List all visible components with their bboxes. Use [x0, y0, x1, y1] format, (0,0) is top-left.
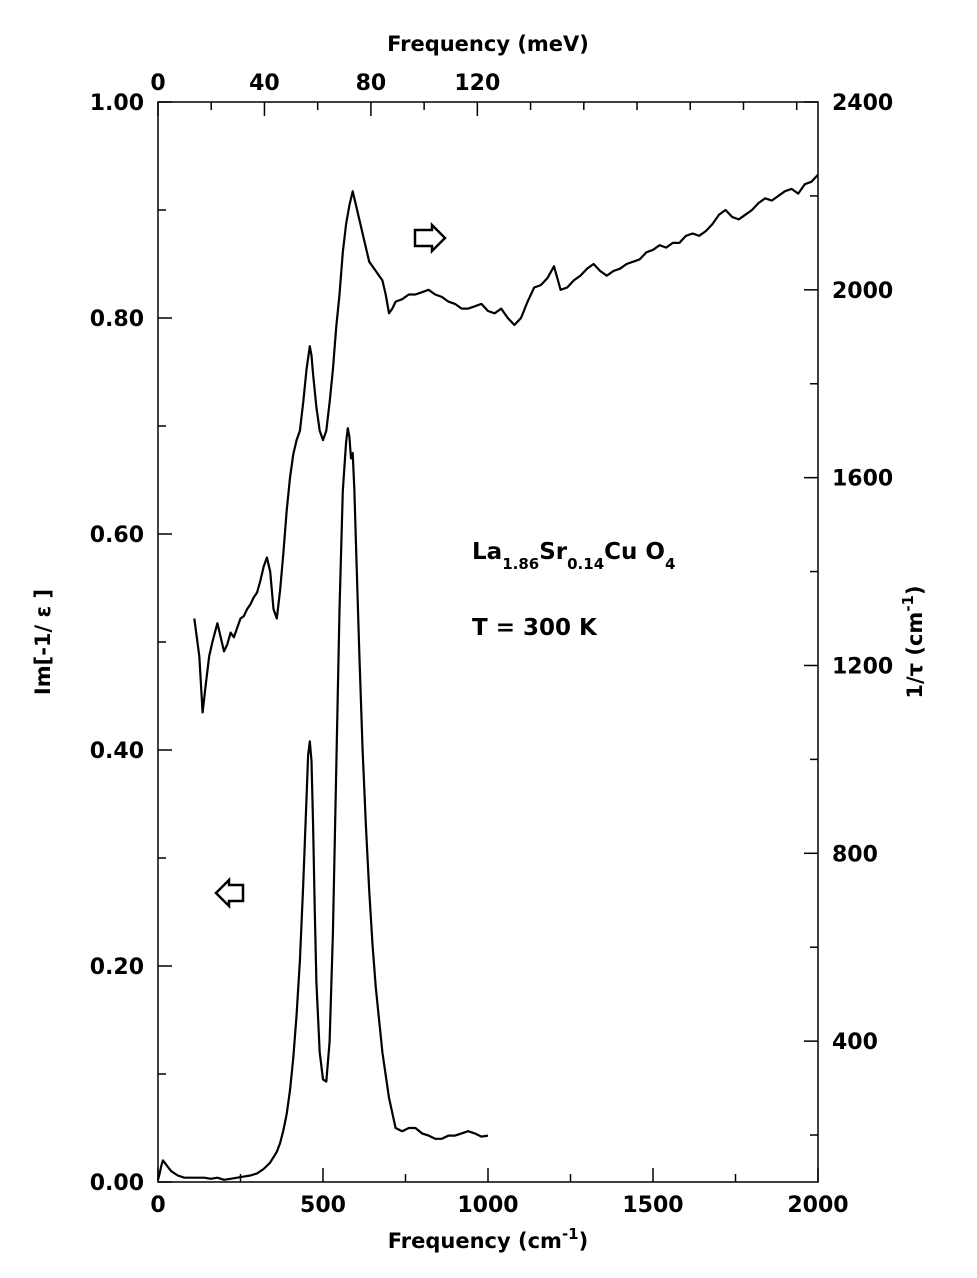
arrow-right-icon [413, 221, 447, 255]
left-tick-label: 0.80 [90, 307, 144, 332]
formula-subscript: 4 [665, 555, 675, 573]
formula-element: Cu O [604, 539, 665, 565]
loss-function-line [156, 427, 489, 1181]
bottom-tick-label: 1500 [622, 1193, 683, 1218]
left-axis-title: Im[-1/ ε ] [31, 589, 55, 695]
bottom-axis-title-main: Frequency (cm [388, 1229, 562, 1253]
left-tick-label: 1.00 [90, 91, 144, 116]
right-tick-label: 800 [832, 842, 878, 867]
left-tick-label: 0.40 [90, 739, 144, 764]
formula-element: Sr [539, 539, 568, 565]
scattering-rate-line [193, 174, 819, 714]
right-axis-title: 1/τ (cm-1) [899, 585, 927, 698]
left-tick-label: 0.60 [90, 523, 144, 548]
right-axis-title-main: 1/τ (cm [903, 612, 927, 699]
top-tick-label: 40 [249, 71, 280, 96]
bottom-tick-label: 500 [300, 1193, 346, 1218]
right-tick-label: 2000 [832, 279, 893, 304]
right-axis-title-close: ) [903, 585, 927, 595]
tick-marks [157, 101, 819, 1183]
compound-formula-label: La1.86Sr0.14Cu O4 [472, 539, 675, 573]
right-axis-title-sup: -1 [899, 595, 917, 612]
right-tick-label: 1200 [832, 654, 893, 679]
arrow-left-icon [214, 876, 245, 910]
formula-subscript: 1.86 [502, 555, 539, 573]
bottom-axis-title-close: ) [579, 1229, 589, 1253]
plot-frame [157, 101, 819, 1183]
bottom-axis-title-sup: -1 [562, 1225, 579, 1243]
tick-labels: 0 500 1000 1500 2000 0 40 80 120 0.00 0.20 0.40 0.60… [90, 71, 894, 1218]
bottom-tick-label: 1000 [457, 1193, 518, 1218]
bottom-axis-title: Frequency (cm-1) [388, 1225, 588, 1253]
bottom-tick-label: 2000 [787, 1193, 848, 1218]
right-tick-label: 1600 [832, 467, 893, 492]
temperature-label: T = 300 K [472, 615, 598, 641]
top-tick-label: 80 [356, 71, 387, 96]
right-tick-label: 400 [832, 1030, 878, 1055]
left-tick-label: 0.20 [90, 955, 144, 980]
formula-subscript: 0.14 [567, 555, 604, 573]
top-tick-label: 0 [150, 71, 165, 96]
right-tick-label: 2400 [832, 91, 893, 116]
formula-element: La [472, 539, 502, 565]
top-axis-title: Frequency (meV) [387, 32, 589, 56]
bottom-tick-label: 0 [150, 1193, 165, 1218]
top-tick-label: 120 [454, 71, 500, 96]
left-tick-label: 0.00 [90, 1171, 144, 1196]
series-layer [156, 174, 819, 1181]
